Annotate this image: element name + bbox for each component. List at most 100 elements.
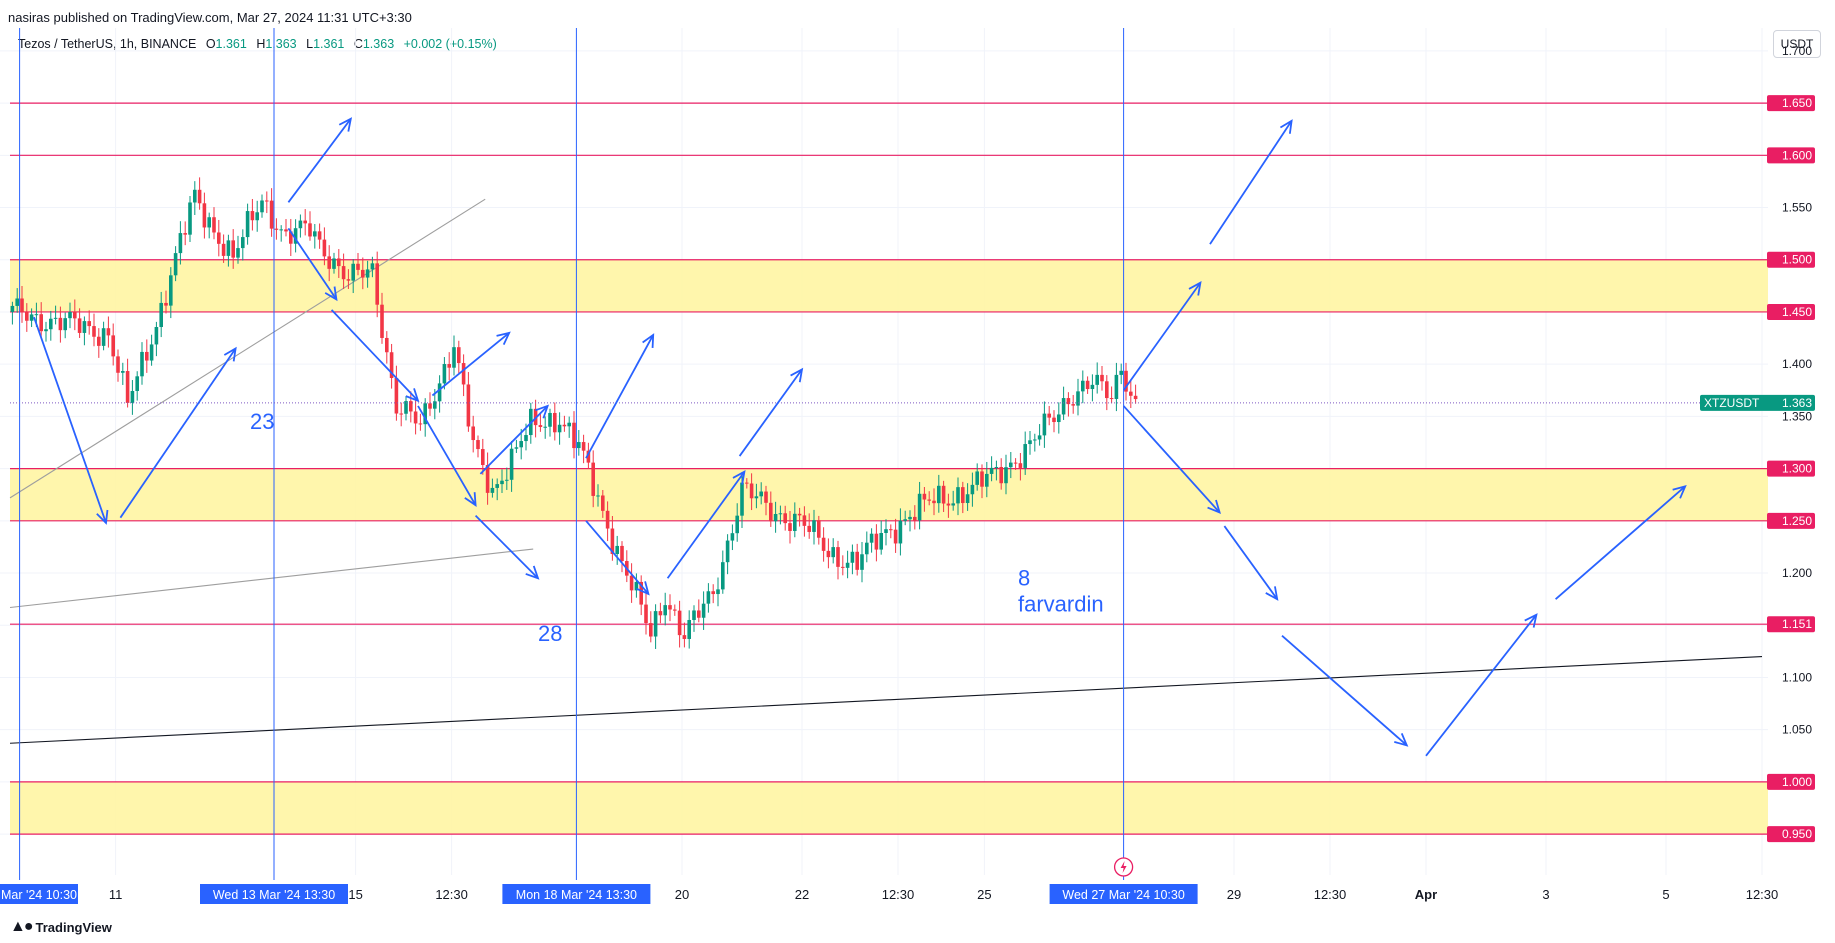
- candle-body: [231, 240, 235, 258]
- candle-body: [188, 202, 192, 235]
- candle-body: [1100, 374, 1104, 382]
- candle-body: [490, 487, 495, 493]
- candle-body: [505, 479, 509, 481]
- candle-body: [917, 493, 922, 521]
- candle-body: [236, 248, 240, 258]
- candle-body: [1057, 414, 1061, 423]
- candle-body: [92, 326, 96, 337]
- projection-arrow-line: [474, 514, 539, 579]
- currency-button[interactable]: USDT: [1773, 30, 1821, 58]
- price-level-badge: [1767, 773, 1815, 790]
- annotation-label: 23: [250, 409, 274, 434]
- candle-body: [711, 591, 715, 595]
- arrow-head: [324, 286, 338, 302]
- projection-arrow-line: [1122, 282, 1202, 391]
- candle-body: [721, 562, 725, 590]
- candle-body: [313, 231, 317, 237]
- price-level-badge-label: 1.151: [1782, 617, 1812, 631]
- time-marker-badge: [1049, 884, 1198, 904]
- candle-body: [644, 604, 648, 624]
- price-axis-tick: 1.400: [1782, 357, 1812, 371]
- candle-body: [111, 335, 115, 357]
- candle-body: [634, 581, 639, 591]
- arrow-head: [525, 565, 540, 580]
- candle-body: [375, 263, 379, 305]
- candle-body: [418, 423, 423, 425]
- candle-body: [913, 516, 917, 521]
- annotation-label: 28: [538, 621, 562, 646]
- candle-body: [548, 412, 552, 427]
- candle-body: [730, 533, 735, 541]
- candle-body: [889, 529, 893, 531]
- projection-arrow-line: [1555, 485, 1686, 600]
- trend-line: [9, 656, 1763, 744]
- candle-body: [145, 351, 149, 361]
- time-marker-label: Wed 13 Mar '24 13:30: [213, 888, 335, 902]
- candle-body: [471, 426, 475, 441]
- candle-body: [860, 554, 864, 570]
- candle-body: [341, 266, 346, 280]
- projection-arrow-line: [1223, 525, 1278, 600]
- candle-body: [663, 605, 667, 616]
- candle-body: [437, 383, 442, 402]
- support-zone: [10, 259, 1768, 312]
- time-axis-tick: 12:30: [1314, 887, 1347, 902]
- close-label: C: [353, 37, 363, 51]
- candle-body: [821, 537, 826, 551]
- candle-body: [951, 503, 955, 506]
- candle-body: [701, 603, 706, 618]
- candle-body: [1129, 391, 1133, 396]
- price-axis-tick: 1.550: [1782, 201, 1812, 215]
- arrow-head: [1265, 586, 1279, 601]
- price-level-badge: [1767, 616, 1815, 633]
- candle-body: [653, 611, 658, 637]
- candle-body: [831, 547, 835, 558]
- candle-body: [577, 442, 581, 449]
- projection-arrow-line: [479, 405, 549, 475]
- trend-line: [9, 548, 534, 609]
- candle-body: [221, 243, 226, 256]
- candle-body: [519, 441, 523, 448]
- candle-body: [1124, 370, 1128, 392]
- candle-body: [937, 485, 941, 504]
- arrow-head: [496, 331, 511, 346]
- candle-body: [850, 551, 855, 563]
- candle-body: [989, 467, 994, 474]
- candle-body: [1037, 435, 1042, 440]
- candle-body: [673, 609, 677, 611]
- price-level-badge: [1767, 95, 1815, 112]
- price-level-badge-label: 0.950: [1782, 827, 1812, 841]
- candle-body: [778, 513, 783, 515]
- candle-body: [975, 471, 979, 485]
- candle-body: [303, 220, 307, 224]
- price-level-badge-label: 1.450: [1782, 305, 1812, 319]
- open-label: O: [205, 37, 216, 51]
- arrow-head: [732, 470, 746, 485]
- candle-body: [1061, 398, 1066, 415]
- candle-body: [337, 258, 341, 267]
- price-level-badge: [1767, 826, 1815, 843]
- candle-body: [865, 542, 869, 555]
- candle-body: [740, 482, 744, 516]
- time-marker-label: Mar '24 10:30: [1, 888, 77, 902]
- arrow-head: [1207, 499, 1221, 515]
- candle-body: [668, 605, 672, 610]
- candle-body: [433, 401, 437, 409]
- candle-body: [874, 533, 879, 550]
- annotation-label: farvardin: [1018, 592, 1104, 617]
- candle-body: [241, 237, 245, 249]
- candle-body: [509, 448, 514, 480]
- candle-body: [293, 228, 298, 244]
- arrow-head: [405, 388, 420, 403]
- candle-body: [572, 422, 576, 449]
- candle-body: [159, 302, 163, 328]
- candle-body: [999, 466, 1003, 484]
- candle-body: [39, 314, 43, 332]
- candle-body: [149, 344, 154, 361]
- projection-arrow-line: [585, 334, 654, 459]
- arrow-head: [642, 333, 655, 348]
- candle-body: [610, 528, 615, 554]
- candle-body: [332, 258, 336, 269]
- candle-body: [687, 619, 691, 639]
